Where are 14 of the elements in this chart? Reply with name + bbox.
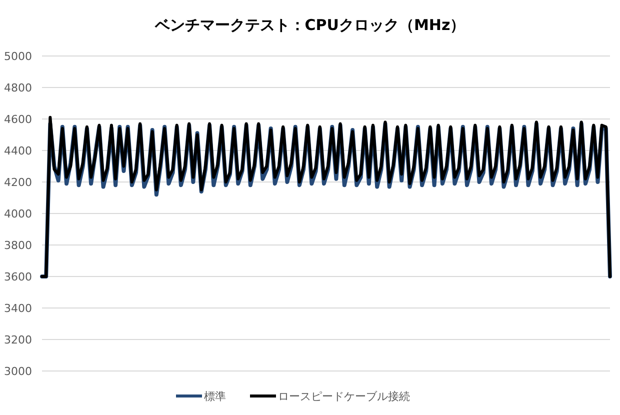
y-tick-label: 5000 bbox=[4, 50, 32, 63]
y-tick-label: 3800 bbox=[4, 239, 32, 252]
y-tick-label: 4800 bbox=[4, 82, 32, 94]
y-tick-label: 3200 bbox=[4, 334, 32, 346]
y-tick-label: 3000 bbox=[4, 365, 32, 378]
legend-label: 標準 bbox=[204, 390, 226, 403]
y-tick-label: 4200 bbox=[4, 176, 32, 189]
y-tick-label: 4000 bbox=[4, 208, 32, 220]
chart-title: ベンチマークテスト：CPUクロック（MHz） bbox=[154, 16, 466, 34]
legend-label: ロースピードケーブル接続 bbox=[278, 390, 410, 403]
y-tick-label: 3600 bbox=[4, 270, 32, 284]
y-tick-label: 4400 bbox=[4, 144, 32, 158]
y-tick-label: 3400 bbox=[4, 302, 32, 315]
y-tick-label: 4600 bbox=[4, 113, 32, 126]
